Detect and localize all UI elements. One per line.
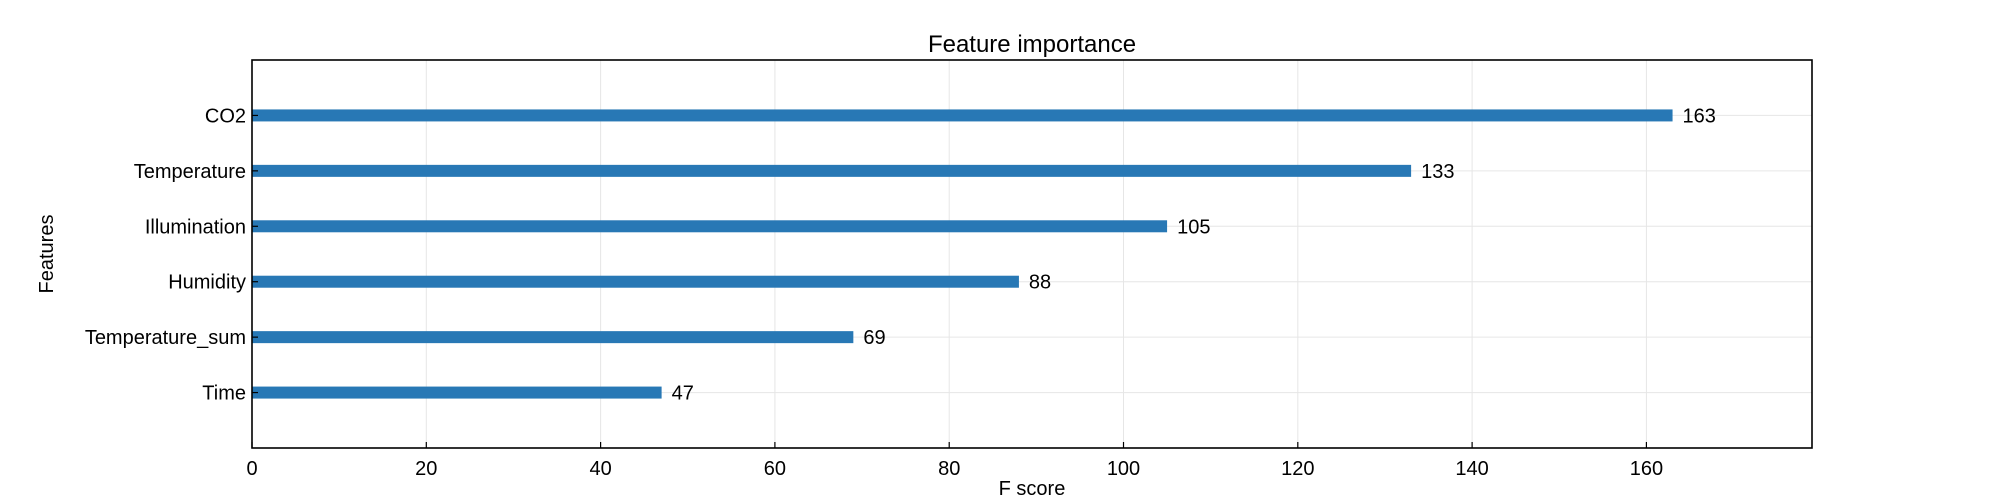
- y-axis-ticks: CO2 Temperature Illumination Humidity Temper…: [85, 105, 258, 405]
- value-label: 105: [1177, 216, 1210, 238]
- x-tick-label: 40: [589, 458, 611, 480]
- x-tick-label: 140: [1455, 458, 1488, 480]
- x-axis-ticks: 0 20 40 60 80 100 120 140 160: [246, 442, 1663, 480]
- plot-frame: [251, 59, 1813, 449]
- x-tick-label: 20: [415, 458, 437, 480]
- y-tick-label: Temperature: [134, 161, 246, 183]
- value-label: 133: [1421, 161, 1454, 183]
- chart-title: Feature importance: [928, 31, 1136, 58]
- x-axis-label: F score: [999, 478, 1066, 500]
- bar: [252, 386, 662, 399]
- y-tick-label: CO2: [205, 105, 246, 127]
- bar: [252, 220, 1168, 233]
- bar: [252, 275, 1019, 288]
- bar: [252, 109, 1673, 122]
- y-tick-label: Illumination: [145, 216, 246, 238]
- x-tick-label: 0: [246, 458, 257, 480]
- y-tick-label: Temperature_sum: [85, 327, 246, 349]
- value-label: 163: [1683, 105, 1716, 127]
- y-axis-label: Features: [36, 215, 58, 294]
- bar: [252, 164, 1412, 177]
- bar: [252, 331, 854, 344]
- value-labels: 163 133 105 88 69 47: [672, 105, 1716, 404]
- x-tick-label: 60: [764, 458, 786, 480]
- value-label: 88: [1029, 272, 1051, 294]
- x-tick-label: 100: [1107, 458, 1140, 480]
- x-tick-label: 80: [938, 458, 960, 480]
- x-tick-label: 120: [1281, 458, 1314, 480]
- value-label: 47: [672, 383, 694, 405]
- y-tick-label: Time: [202, 383, 246, 405]
- x-tick-label: 160: [1630, 458, 1663, 480]
- value-label: 69: [863, 327, 885, 349]
- bars: [252, 109, 1673, 399]
- y-tick-label: Humidity: [168, 272, 246, 294]
